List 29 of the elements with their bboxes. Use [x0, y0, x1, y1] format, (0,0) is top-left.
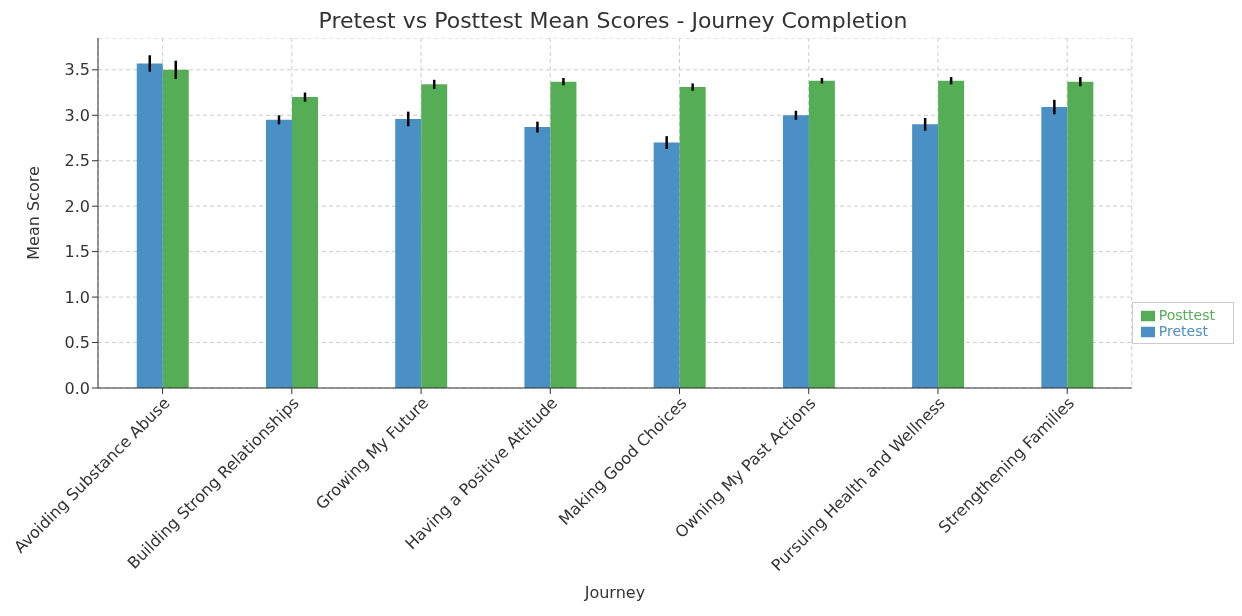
bar [162, 69, 189, 388]
legend-label: Posttest [1158, 307, 1215, 323]
y-tick-label: 2.0 [64, 196, 90, 216]
y-tick-label: 1.0 [64, 287, 90, 307]
bar [938, 80, 965, 388]
bar [1067, 81, 1094, 388]
bar [782, 115, 809, 388]
bar [679, 87, 706, 388]
y-tick-label: 2.5 [64, 151, 90, 171]
bar [524, 127, 551, 388]
y-tick-label: 0.5 [64, 333, 90, 353]
bar [136, 63, 163, 388]
bar [421, 84, 448, 388]
x-axis-title: Journey [583, 583, 646, 602]
y-tick-label: 3.0 [64, 105, 90, 125]
y-tick-label: 1.5 [64, 242, 90, 262]
y-tick-label: 3.5 [64, 60, 90, 80]
bar [1041, 107, 1068, 388]
bar [550, 81, 577, 388]
legend-label: Pretest [1158, 323, 1208, 339]
bar [653, 142, 680, 388]
bar [395, 118, 422, 388]
bar [265, 119, 292, 388]
chart-title: Pretest vs Posttest Mean Scores - Journey Completion [317, 8, 909, 35]
y-tick-label: 0.0 [64, 378, 90, 398]
bar [808, 80, 835, 388]
y-axis-title: Mean Score [23, 166, 43, 260]
bar [912, 124, 939, 388]
bar [291, 97, 318, 388]
